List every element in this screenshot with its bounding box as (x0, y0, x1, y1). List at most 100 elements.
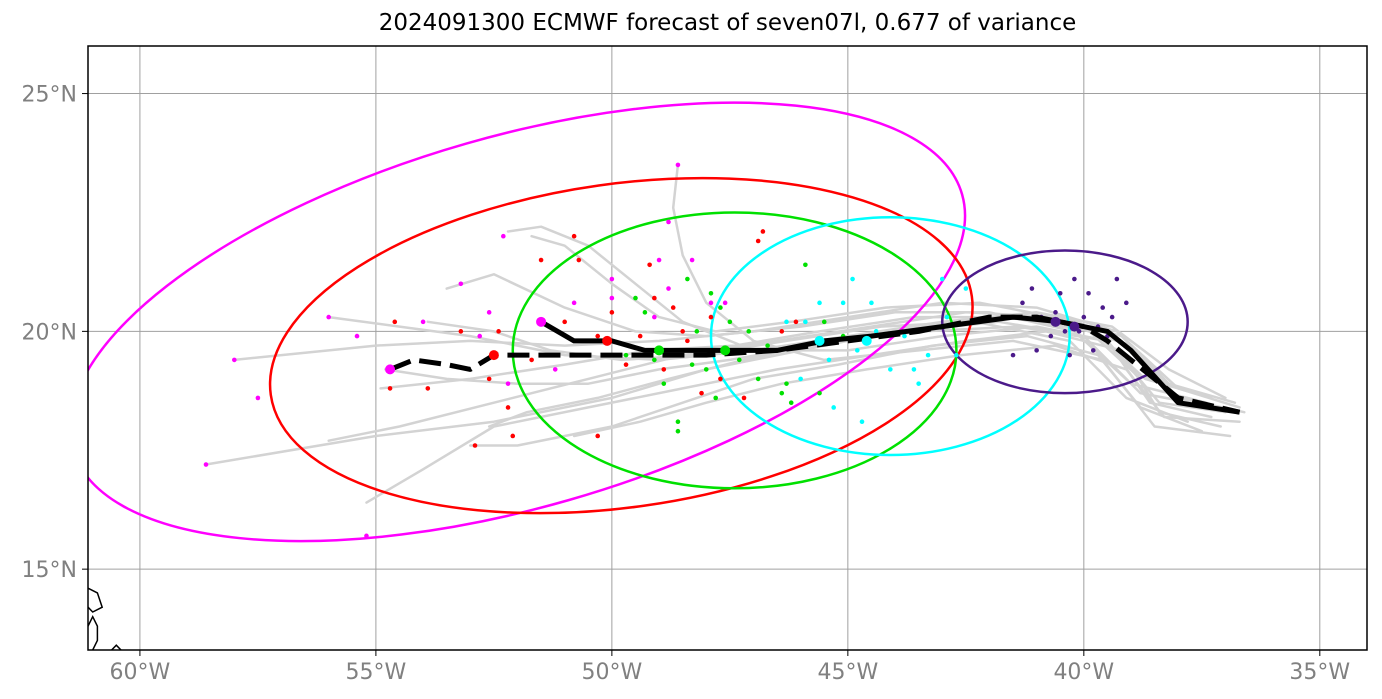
ensemble-point-red-17 (637, 333, 643, 339)
ensemble-point-magenta-15 (656, 257, 662, 263)
ensemble-point-green-17 (779, 390, 785, 396)
ensemble-point-green-25 (784, 381, 789, 386)
ensemble-point-purple-0 (1010, 352, 1016, 358)
ensemble-point-red-6 (505, 405, 511, 410)
ensemble-point-cyan-10 (911, 367, 917, 372)
ensemble-point-cyan-20 (798, 376, 803, 382)
ellipse-magenta (88, 101, 967, 543)
coastlines (88, 587, 122, 650)
ensemble-point-magenta-14 (652, 314, 657, 320)
ensemble-point-green-8 (694, 329, 700, 334)
tick-label-lon-2: 50°W (581, 660, 642, 685)
ellipse-purple (940, 249, 1189, 395)
ensemble-point-green-4 (661, 381, 667, 386)
ensemble-point-purple-15 (1114, 276, 1120, 282)
ensemble-point-red-32 (647, 262, 652, 268)
ensemble-point-green-1 (633, 295, 638, 301)
ensemble-point-purple-20 (1109, 314, 1115, 320)
ensemble-point-green-11 (718, 305, 723, 310)
ensemble-point-magenta-13 (609, 295, 615, 301)
map-title: 2024091300 ECMWF forecast of seven07l, 0… (378, 10, 1077, 36)
coastline-1 (88, 615, 99, 650)
tick-label-lon-5: 35°W (1289, 660, 1350, 685)
ensemble-point-cyan-8 (888, 367, 893, 372)
ellipse-green (511, 211, 958, 490)
tick-label-lon-4: 40°W (1053, 660, 1114, 685)
ensemble-point-magenta-6 (364, 533, 369, 539)
ensemble-point-green-13 (736, 357, 742, 363)
ensemble-point-magenta-2 (232, 357, 237, 363)
ensemble-point-red-18 (652, 295, 657, 301)
ensemble-point-cyan-19 (944, 314, 950, 320)
ensemble-point-red-27 (741, 395, 747, 401)
ensemble-point-cyan-7 (873, 329, 879, 334)
ellipse-cyan (709, 215, 1071, 457)
ensemble-point-cyan-11 (925, 352, 931, 358)
ensemble-point-red-0 (392, 319, 398, 325)
ensemble-point-red-1 (387, 386, 393, 391)
plot-frame (87, 45, 1368, 651)
tick-label-lat-1: 20°N (22, 320, 77, 345)
ensemble-point-red-22 (685, 338, 690, 344)
ensemble-point-magenta-7 (458, 281, 464, 287)
ensemble-point-red-8 (529, 357, 534, 363)
mean-point-purple-0 (1050, 316, 1061, 327)
ensemble-point-green-5 (675, 419, 681, 425)
mean-track-solid (539, 314, 1240, 415)
ensemble-point-red-33 (425, 386, 431, 391)
ensemble-point-green-14 (746, 329, 752, 334)
ensemble-point-red-12 (576, 257, 582, 263)
ensemble-point-red-28 (755, 238, 761, 244)
ensemble-track-10 (572, 344, 1241, 438)
ensemble-point-cyan-15 (784, 319, 789, 325)
ensemble-point-cyan-5 (854, 348, 860, 353)
ensemble-point-red-3 (472, 443, 478, 448)
coastline-2 (111, 644, 122, 650)
ensemble-point-purple-9 (1081, 314, 1087, 320)
ensemble-point-green-20 (817, 390, 822, 396)
ensemble-point-red-24 (708, 314, 714, 320)
ensemble-point-purple-5 (1057, 291, 1063, 296)
ensemble-point-red-11 (571, 233, 577, 239)
ensemble-point-green-3 (652, 357, 657, 363)
ensemble-point-magenta-5 (420, 319, 426, 325)
ensemble-point-purple-6 (1067, 352, 1072, 358)
ensemble-point-purple-4 (1048, 333, 1054, 339)
uncertainty-ellipses (88, 101, 1189, 543)
ensemble-point-purple-11 (1090, 348, 1096, 353)
ensemble-point-red-29 (760, 229, 766, 234)
ensemble-track-14 (426, 320, 1189, 423)
ensemble-point-green-12 (727, 319, 733, 325)
ensemble-point-red-31 (793, 319, 799, 325)
ensemble-point-cyan-3 (840, 300, 846, 306)
mean-track-dashed (389, 314, 1241, 415)
ensemble-point-red-5 (496, 329, 501, 334)
ensemble-point-cyan-18 (916, 381, 921, 386)
ensemble-point-cyan-2 (831, 405, 836, 410)
ensemble-track-13 (379, 315, 1213, 400)
mean-point-green-1 (720, 345, 731, 356)
ensemble-point-red-23 (699, 390, 704, 396)
ensemble-track-4 (365, 330, 1222, 504)
ensemble-point-purple-19 (1062, 329, 1068, 334)
tick-label-lon-0: 60°W (110, 660, 171, 685)
ensemble-point-purple-2 (1029, 286, 1035, 291)
ensemble-point-purple-10 (1086, 291, 1091, 296)
ensemble-point-purple-18 (1053, 310, 1058, 315)
mean-point-cyan-0 (814, 335, 825, 346)
ensemble-point-cyan-0 (803, 319, 808, 325)
ellipse-red (268, 176, 974, 515)
ensemble-point-green-6 (675, 428, 681, 434)
ensemble-point-red-13 (595, 333, 601, 339)
ensemble-point-green-2 (642, 310, 648, 315)
ensemble-point-green-23 (685, 276, 690, 282)
mean-point-purple-1 (1069, 321, 1080, 332)
ensemble-point-red-15 (609, 310, 615, 315)
ensemble-point-purple-13 (1100, 305, 1106, 310)
ensemble-point-purple-7 (1072, 276, 1077, 282)
ensemble-point-red-9 (538, 257, 544, 263)
ensemble-point-cyan-13 (954, 352, 959, 358)
ensemble-point-magenta-23 (505, 381, 511, 386)
ensemble-point-cyan-16 (826, 357, 832, 363)
ensemble-point-red-19 (661, 367, 667, 372)
